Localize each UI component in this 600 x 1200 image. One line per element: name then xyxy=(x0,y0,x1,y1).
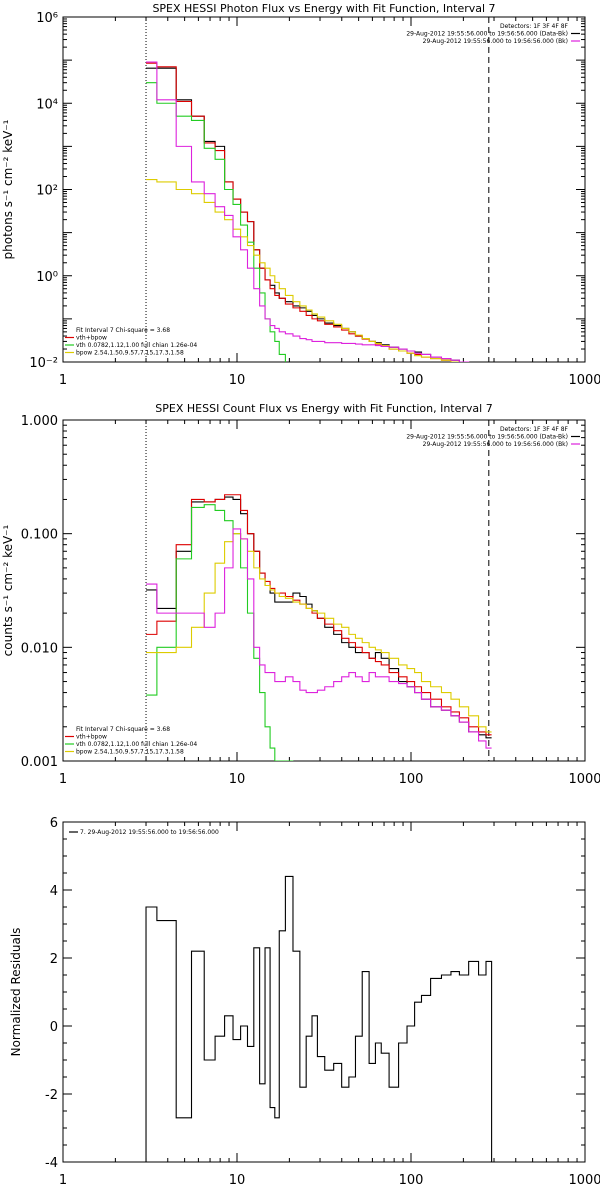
fit-legend-entry: vth+bpow xyxy=(76,335,107,342)
series-vth-bpow xyxy=(146,494,492,736)
y-tick-label: 10⁶ xyxy=(36,11,58,26)
chart-title: SPEX HESSI Count Flux vs Energy with Fit… xyxy=(155,402,492,415)
series-vth xyxy=(146,504,294,761)
y-tick-label: -2 xyxy=(45,1088,58,1103)
y-tick-label: 10² xyxy=(36,184,58,199)
y-tick-label: 6 xyxy=(50,816,58,831)
y-tick-label: 2 xyxy=(50,952,58,967)
y-tick-label: 10⁴ xyxy=(36,97,58,112)
fit-legend-entry: Fit Interval 7 Chi-square = 3.68 xyxy=(76,327,170,334)
series-7-29-aug-2012-19-55-56-000-to-19-56-56-000 xyxy=(145,875,493,1162)
y-axis-label: photons s⁻¹ cm⁻² keV⁻¹ xyxy=(1,119,15,259)
count-flux-chart: SPEX HESSI Count Flux vs Energy with Fit… xyxy=(1,402,600,787)
y-axis-label: counts s⁻¹ cm⁻² keV⁻¹ xyxy=(1,524,15,656)
legend-entry: 29-Aug-2012 19:55:56.000 to 19:56:56.000… xyxy=(406,434,568,441)
y-tick-label: 0.010 xyxy=(21,641,58,656)
series-vth xyxy=(146,82,286,362)
plot-frame xyxy=(62,16,586,363)
x-tick-label: 1000 xyxy=(568,373,600,388)
legend-entry: 7. 29-Aug-2012 19:55:56.000 to 19:56:56.… xyxy=(80,829,219,836)
y-tick-label: 0 xyxy=(50,1020,58,1035)
legend-entry: Detectors: 1F 3F 4F 8F xyxy=(500,23,569,30)
series-bk xyxy=(146,528,492,749)
y-tick-label: 0.100 xyxy=(21,528,58,543)
y-tick-label: 10⁰ xyxy=(36,270,58,285)
photon-flux-chart: SPEX HESSI Photon Flux vs Energy with Fi… xyxy=(1,2,600,388)
x-tick-label: 100 xyxy=(399,1173,424,1188)
x-tick-label: 1 xyxy=(59,1173,67,1188)
y-tick-label: 1.000 xyxy=(21,414,58,429)
y-tick-label: 10⁻² xyxy=(29,356,58,371)
x-tick-label: 100 xyxy=(399,772,424,787)
y-tick-label: -4 xyxy=(45,1156,58,1171)
fit-legend-entry: Fit Interval 7 Chi-square = 3.68 xyxy=(76,726,170,733)
fit-legend-entry: vth 0.0782,1.12,1.00 full chian 1.26e-04 xyxy=(76,342,197,349)
x-tick-label: 1000 xyxy=(568,772,600,787)
series-data-bk xyxy=(146,496,492,739)
x-tick-label: 100 xyxy=(399,373,424,388)
fit-legend-entry: bpow 2.54,1.50,9.57,7.15,17.3,1.58 xyxy=(76,749,184,756)
x-tick-label: 10 xyxy=(229,772,246,787)
y-axis-label: Normalized Residuals xyxy=(9,928,23,1057)
fit-legend-entry: bpow 2.54,1.50,9.57,7.15,17.3,1.58 xyxy=(76,350,184,357)
series-bpow xyxy=(146,179,460,362)
legend-entry: 29-Aug-2012 19:55:56.000 to 19:56:56.000… xyxy=(423,441,568,448)
legend-entry: Detectors: 1F 3F 4F 8F xyxy=(500,426,569,433)
x-tick-label: 1 xyxy=(59,373,67,388)
series-data-bk xyxy=(146,67,480,362)
series-bk xyxy=(146,61,470,362)
y-tick-label: 4 xyxy=(50,884,58,899)
legend-entry: 29-Aug-2012 19:55:56.000 to 19:56:56.000… xyxy=(423,38,568,45)
normalized-residuals-chart: Normalized Residuals 1 10 100 1000 -4 -2 0 2 4 6 7.… xyxy=(9,816,600,1188)
y-tick-label: 0.001 xyxy=(21,755,58,770)
x-tick-label: 10 xyxy=(229,373,246,388)
x-tick-label: 10 xyxy=(229,1173,246,1188)
chart-title: SPEX HESSI Photon Flux vs Energy with Fi… xyxy=(152,2,495,15)
fit-legend-entry: vth 0.0782,1.12,1.00 full chian 1.26e-04 xyxy=(76,741,197,748)
x-tick-label: 1 xyxy=(59,772,67,787)
plot-frame xyxy=(62,419,586,762)
plot-frame xyxy=(62,821,586,1163)
x-tick-label: 1000 xyxy=(568,1173,600,1188)
fit-legend-entry: vth+bpow xyxy=(76,734,107,741)
series-bpow xyxy=(146,533,492,733)
legend-entry: 29-Aug-2012 19:55:56.000 to 19:56:56.000… xyxy=(406,31,568,38)
